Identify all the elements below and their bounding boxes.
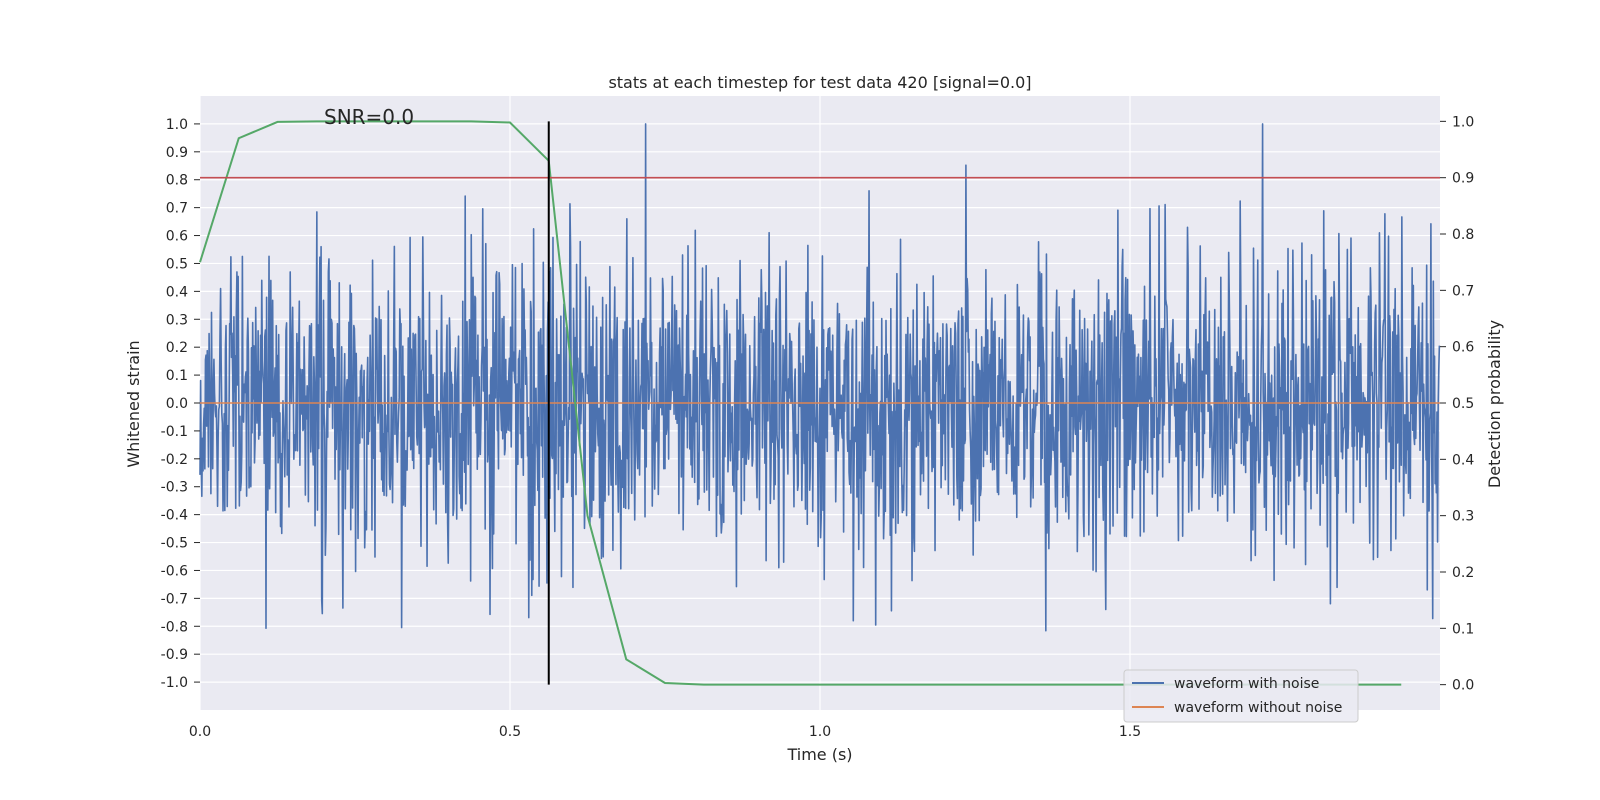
- y-left-tick-label: 0.8: [166, 173, 188, 189]
- y-left-tick-label: -0.7: [161, 591, 188, 607]
- x-tick-label: 0.5: [499, 724, 521, 740]
- y-left-tick-label: 0.6: [166, 229, 188, 245]
- x-tick-label: 1.0: [809, 724, 831, 740]
- y-right-tick-label: 0.3: [1452, 509, 1474, 525]
- y-right-axis-ticks: 1.0 0.9 0.8 0.7 0.6 0.5 0.4 0.3 0.2 0.1 0.0: [1440, 114, 1474, 694]
- x-tick-label: 1.5: [1119, 724, 1141, 740]
- legend-label-noise: waveform with noise: [1174, 676, 1319, 692]
- x-axis-ticks: 0.0 0.5 1.0 1.5: [189, 724, 1141, 740]
- snr-annotation: SNR=0.0: [324, 105, 414, 129]
- y-right-axis-label: Detection probability: [1485, 320, 1504, 488]
- reference-lines: [200, 121, 1440, 685]
- y-left-tick-label: 0.4: [166, 284, 188, 300]
- y-right-tick-label: 0.4: [1452, 452, 1474, 468]
- y-left-tick-label: -0.2: [161, 452, 188, 468]
- y-left-tick-label: -0.8: [161, 619, 188, 635]
- y-left-tick-label: -0.4: [161, 508, 188, 524]
- waveform-with-noise-line: [199, 123, 1441, 632]
- y-right-tick-label: 0.0: [1452, 678, 1474, 694]
- y-right-tick-label: 1.0: [1452, 114, 1474, 130]
- chart-title: stats at each timestep for test data 420…: [608, 73, 1031, 92]
- y-left-tick-label: 0.3: [166, 312, 188, 328]
- y-right-tick-label: 0.7: [1452, 283, 1474, 299]
- y-right-tick-label: 0.1: [1452, 621, 1474, 637]
- y-left-tick-label: -0.1: [161, 424, 188, 440]
- y-left-tick-label: -0.6: [161, 563, 188, 579]
- y-left-tick-label: 1.0: [166, 117, 188, 133]
- y-right-tick-label: 0.9: [1452, 171, 1474, 187]
- legend-box: [1123, 669, 1359, 723]
- y-left-tick-label: -0.3: [161, 480, 188, 496]
- y-left-axis-ticks: 1.0 0.9 0.8 0.7 0.6 0.5 0.4 0.3 0.2 0.1 0.0 -0.1 -0.…: [161, 117, 200, 691]
- y-left-tick-label: 0.5: [166, 256, 188, 272]
- y-left-tick-label: -1.0: [161, 675, 188, 691]
- y-left-tick-label: 0.1: [166, 368, 188, 384]
- y-left-tick-label: -0.5: [161, 536, 188, 552]
- series-waveform-with-noise: [199, 123, 1441, 632]
- y-left-tick-label: 0.7: [166, 201, 188, 217]
- y-right-tick-label: 0.2: [1452, 565, 1474, 581]
- y-left-tick-label: 0.0: [166, 396, 188, 412]
- y-right-tick-label: 0.8: [1452, 227, 1474, 243]
- y-left-tick-label: 0.9: [166, 145, 188, 161]
- y-right-tick-label: 0.5: [1452, 396, 1474, 412]
- legend-label-clean: waveform without noise: [1174, 700, 1342, 716]
- legend: waveform with noise waveform without noi…: [1123, 669, 1359, 723]
- y-right-tick-label: 0.6: [1452, 340, 1474, 356]
- y-left-axis-label: Whitened strain: [124, 340, 143, 467]
- y-left-tick-label: 0.2: [166, 340, 188, 356]
- y-left-tick-label: -0.9: [161, 647, 188, 663]
- x-tick-label: 0.0: [189, 724, 211, 740]
- x-axis-label: Time (s): [786, 745, 852, 764]
